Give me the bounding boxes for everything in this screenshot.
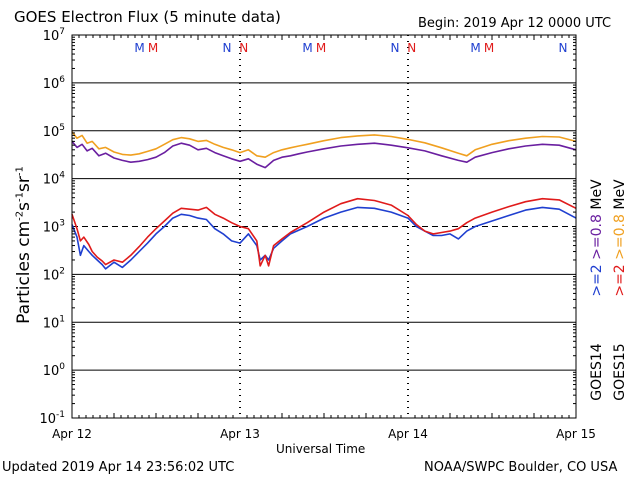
legend-goes14-label: GOES14	[589, 343, 605, 401]
local-time-marker: M	[148, 41, 158, 55]
series-line	[71, 131, 577, 158]
x-tick-label: Apr 15	[556, 427, 596, 441]
series-line	[71, 197, 577, 267]
y-tick-label: 101	[43, 314, 65, 331]
local-time-marker: M	[302, 41, 312, 55]
local-time-marker: M	[134, 41, 144, 55]
y-tick-label: 104	[43, 171, 66, 188]
x-tick-label: Apr 13	[220, 427, 260, 441]
local-time-marker: N	[222, 41, 231, 55]
local-time-marker: M	[470, 41, 480, 55]
legend-goes15-energies: >=2 >=0.8 MeV	[612, 179, 628, 296]
local-time-marker: M	[316, 41, 326, 55]
y-tick-label: 106	[43, 75, 66, 92]
local-time-marker: N	[407, 41, 416, 55]
y-tick-label: 105	[43, 123, 65, 140]
series-line	[71, 140, 577, 169]
legend-goes15-2mev: >=2	[612, 264, 628, 297]
local-time-marker: N	[558, 41, 567, 55]
local-time-marker: M	[484, 41, 494, 55]
y-tick-label: 102	[43, 266, 65, 283]
credit-line: NOAA/SWPC Boulder, CO USA	[424, 460, 618, 475]
y-tick-label: 107	[43, 27, 65, 44]
y-tick-label: 100	[43, 362, 66, 379]
legend-goes14-2mev: >=2	[589, 264, 605, 297]
begin-time: Begin: 2019 Apr 12 0000 UTC	[418, 16, 612, 31]
legend-goes14-unit: MeV	[589, 179, 605, 210]
local-time-marker: N	[239, 41, 248, 55]
chart-title: GOES Electron Flux (5 minute data)	[14, 8, 281, 26]
updated-timestamp: Updated 2019 Apr 14 23:56:02 UTC	[2, 460, 235, 475]
x-axis-title: Universal Time	[276, 442, 366, 456]
y-tick-label: 10-1	[39, 410, 65, 427]
legend-goes15-unit: MeV	[612, 179, 628, 210]
local-time-marker: N	[390, 41, 399, 55]
x-tick-label: Apr 14	[388, 427, 428, 441]
x-tick-label: Apr 12	[52, 427, 92, 441]
legend-goes14-08mev: >=0.8	[589, 214, 605, 260]
legend-goes15-08mev: >=0.8	[612, 214, 628, 260]
legend-goes14-energies: >=2 >=0.8 MeV	[589, 179, 605, 296]
y-tick-label: 103	[43, 219, 65, 236]
legend-goes15-label: GOES15	[612, 343, 628, 401]
